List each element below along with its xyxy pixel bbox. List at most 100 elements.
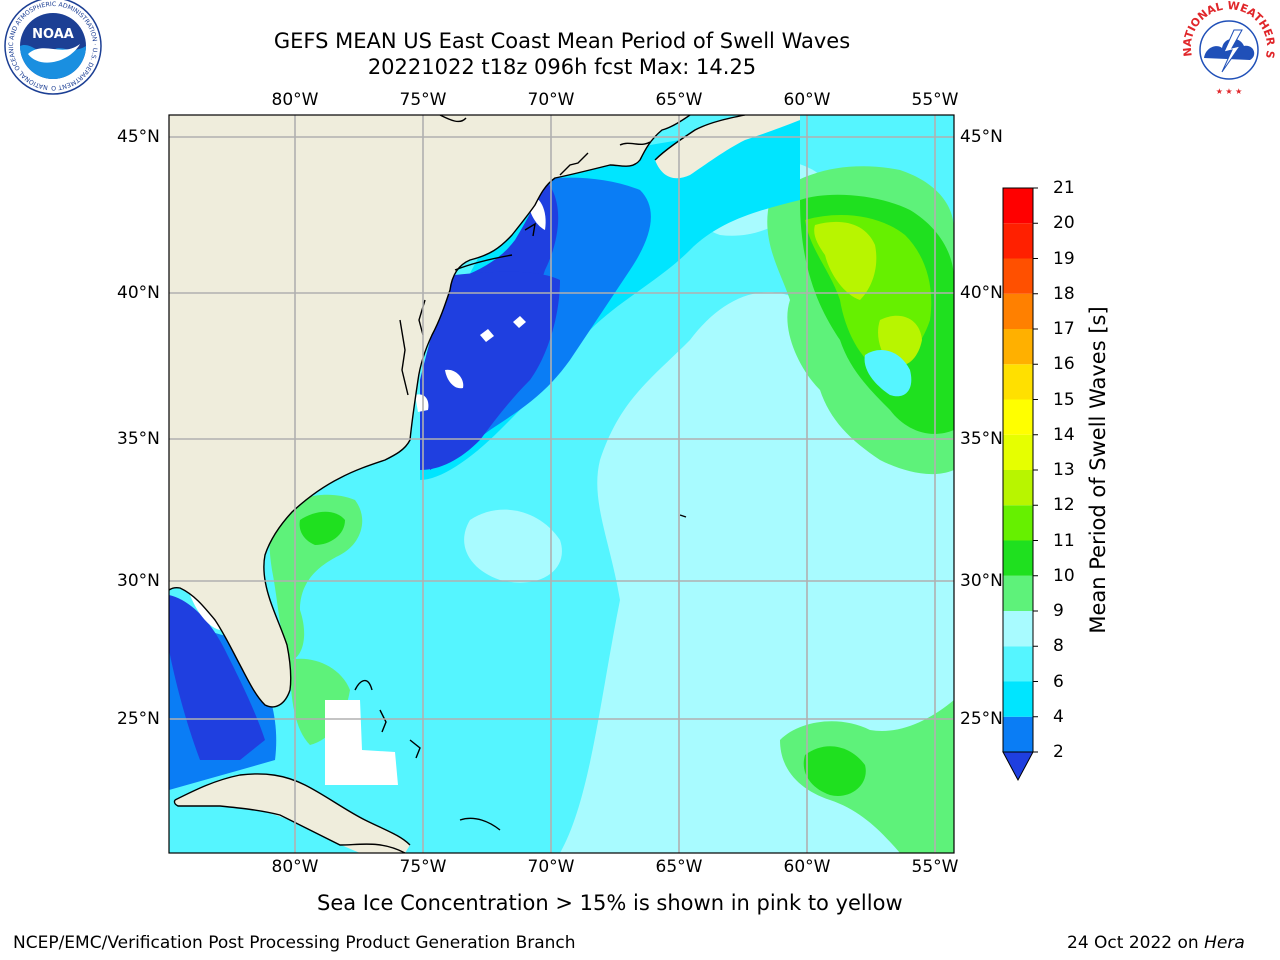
colorbar-bin-13 [1003,293,1033,329]
footer-branch: NCEP/EMC/Verification Post Processing Pr… [13,933,576,953]
coast-pei [619,141,651,146]
coastlines [169,115,746,853]
coast-nova-scotia [654,115,746,161]
field-mask-c [445,369,464,389]
field-mask-gulf [190,595,220,630]
svg-text:★ ★ ★: ★ ★ ★ [1216,87,1243,96]
lat-label-left-40: 40°N [117,283,160,303]
colorbar-tick-label-5: 10 [1053,565,1075,586]
noaa-logo: NATIONAL OCEANIC AND ATMOSPHERIC ADMINIS… [0,0,102,95]
lon-label-top-65: 65°W [655,90,703,110]
lon-label-bottom-80: 80°W [271,857,319,877]
lon-label-bottom-65: 65°W [655,857,703,877]
land-nova-scotia [655,115,800,179]
colorbar-bin-9 [1003,434,1033,470]
coast-bahamas-1 [354,679,373,691]
colorbar-bin-11 [1003,364,1033,400]
lat-label-right-30: 30°N [960,571,1003,591]
lat-label-left-25: 25°N [117,709,160,729]
field-10to11-se [803,746,866,796]
field-9to10-se [780,700,954,853]
lat-label-right-40: 40°N [960,283,1003,303]
lon-label-top-60: 60°W [783,90,831,110]
coast-gulf-st-lawrence [439,115,467,123]
lat-label-left-30: 30°N [117,571,160,591]
lon-label-top-70: 70°W [527,90,575,110]
colorbar-tick-label-16: 21 [1053,178,1075,198]
colorbar-tick-label-0: 2 [1053,742,1064,762]
colorbar [1002,187,1038,782]
colorbar-bin-7 [1003,505,1033,541]
lon-label-top-80: 80°W [271,90,319,110]
colorbar-bin-0 [1002,751,1034,782]
lat-label-right-35: 35°N [960,429,1003,449]
colorbar-tick-label-10: 15 [1053,389,1075,410]
footer-host: Hera [1204,933,1245,953]
colorbar-bin-6 [1003,540,1033,576]
footer-date: 24 Oct 2022 on Hera [1067,933,1245,953]
field-mask-b [513,316,526,328]
colorbar-tick-label-13: 18 [1053,283,1075,304]
lat-label-left-35: 35°N [117,429,160,449]
colorbar-bin-5 [1003,575,1033,611]
colorbar-tick-label-1: 4 [1053,706,1064,727]
colorbar-tick-label-8: 13 [1053,460,1075,480]
coast-islet [679,514,687,518]
colorbar-tick-label-15: 20 [1053,213,1075,234]
field-8to9-mid [464,509,562,583]
chart-subtitle: 20221022 t18z 096h fcst Max: 14.25 [367,55,757,79]
map-frame [168,114,955,854]
noaa-logo-text: NOAA [32,27,74,42]
coast-maine [559,152,589,176]
lon-label-bottom-60: 60°W [783,857,831,877]
field-9to10-coast [269,494,363,660]
colorbar-tick-label-3: 8 [1053,636,1064,657]
nws-logo: NATIONAL WEATHER SERVICE ★ ★ ★ [1178,0,1277,97]
field-mask-d [415,394,429,412]
land-north-america [169,115,690,707]
lon-label-top-75: 75°W [399,90,447,110]
lon-label-top-55: 55°W [911,90,959,110]
lat-label-left-45: 45°N [117,127,160,147]
lon-label-bottom-70: 70°W [527,857,575,877]
chart-title: GEFS MEAN US East Coast Mean Period of S… [273,29,851,53]
colorbar-bin-15 [1003,223,1033,259]
colorbar-tick-label-6: 11 [1053,530,1075,551]
colorbar-bin-1 [1003,716,1033,752]
colorbar-bin-3 [1003,646,1033,682]
colorbar-tick-label-4: 9 [1053,601,1064,621]
coast-cuba [173,773,411,853]
colorbar-bin-8 [1003,470,1033,506]
coast-hispaniola [459,817,501,831]
colorbar-bin-4 [1003,611,1033,647]
colorbar-bin-10 [1003,399,1033,435]
sea-ice-note: Sea Ice Concentration > 15% is shown in … [317,891,903,915]
coast-bahamas-2 [379,709,387,733]
coast-longisland [454,254,513,271]
lat-label-right-45: 45°N [960,127,1003,147]
field-mask-bahamas [325,700,398,785]
footer-date-text: 24 Oct 2022 on [1067,933,1199,953]
colorbar-bin-14 [1003,258,1033,294]
coast-capecod [524,222,536,237]
coast-east [169,115,691,708]
field-10to11-coast [299,511,345,545]
lon-label-bottom-55: 55°W [911,857,959,877]
field-12to13 [814,221,877,300]
colorbar-tick-label-11: 16 [1053,354,1075,375]
field-eddy [864,350,912,397]
colorbar-bin-16 [1003,188,1033,224]
lon-label-bottom-75: 75°W [399,857,447,877]
colorbar-tick-label-7: 12 [1053,495,1075,516]
field-mask-a [480,329,494,342]
colorbar-bin-2 [1003,681,1033,717]
colorbar-tick-label-2: 6 [1053,671,1064,692]
map-field [169,115,954,853]
coast-chesapeake [399,319,409,396]
lat-label-right-25: 25°N [960,709,1003,729]
colorbar-label: Mean Period of Swell Waves [s] [1086,306,1110,634]
colorbar-tick-label-14: 19 [1053,248,1075,269]
colorbar-tick-label-9: 14 [1053,424,1075,445]
colorbar-bin-12 [1003,329,1033,365]
